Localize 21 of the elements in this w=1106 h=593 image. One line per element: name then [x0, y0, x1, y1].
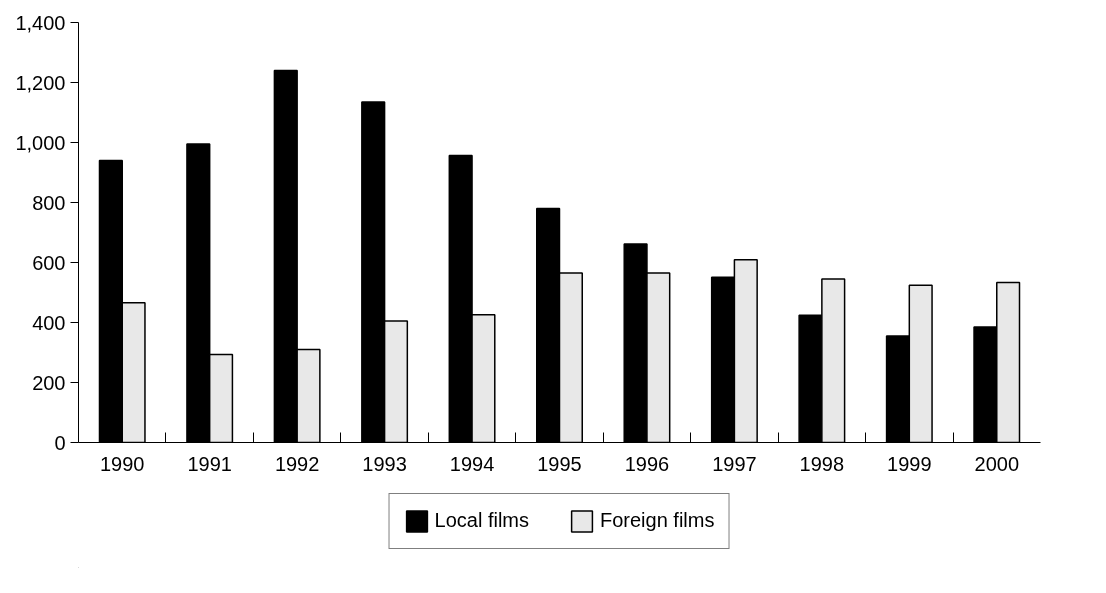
x-tick-label: 1992	[274, 452, 320, 475]
legend-label: Local films	[434, 509, 529, 532]
y-tick-label: 0	[54, 431, 66, 454]
x-tick-label: 1995	[537, 452, 582, 475]
y-tick-label: 200	[32, 371, 66, 394]
y-tick-label: 1,200	[15, 71, 66, 94]
x-tick-label: 1998	[799, 452, 845, 475]
y-tick-label: 1,000	[15, 131, 66, 154]
y-tick-label: 400	[32, 311, 66, 334]
y-tick-label: 800	[32, 191, 66, 214]
x-tick-label: 1993	[362, 452, 407, 475]
x-tick-label: 1999	[887, 452, 932, 475]
x-tick-label: 1997	[712, 452, 757, 475]
y-tick-label: 600	[32, 251, 66, 274]
legend-label: Foreign films	[600, 509, 715, 532]
y-tick-label: 1,400	[15, 11, 66, 34]
x-tick-label: 1991	[187, 452, 232, 475]
x-tick-label: 1996	[624, 452, 670, 475]
x-tick-label: 2000	[974, 452, 1020, 475]
x-tick-label: 1994	[449, 452, 495, 475]
x-tick-label: 1990	[99, 452, 145, 475]
